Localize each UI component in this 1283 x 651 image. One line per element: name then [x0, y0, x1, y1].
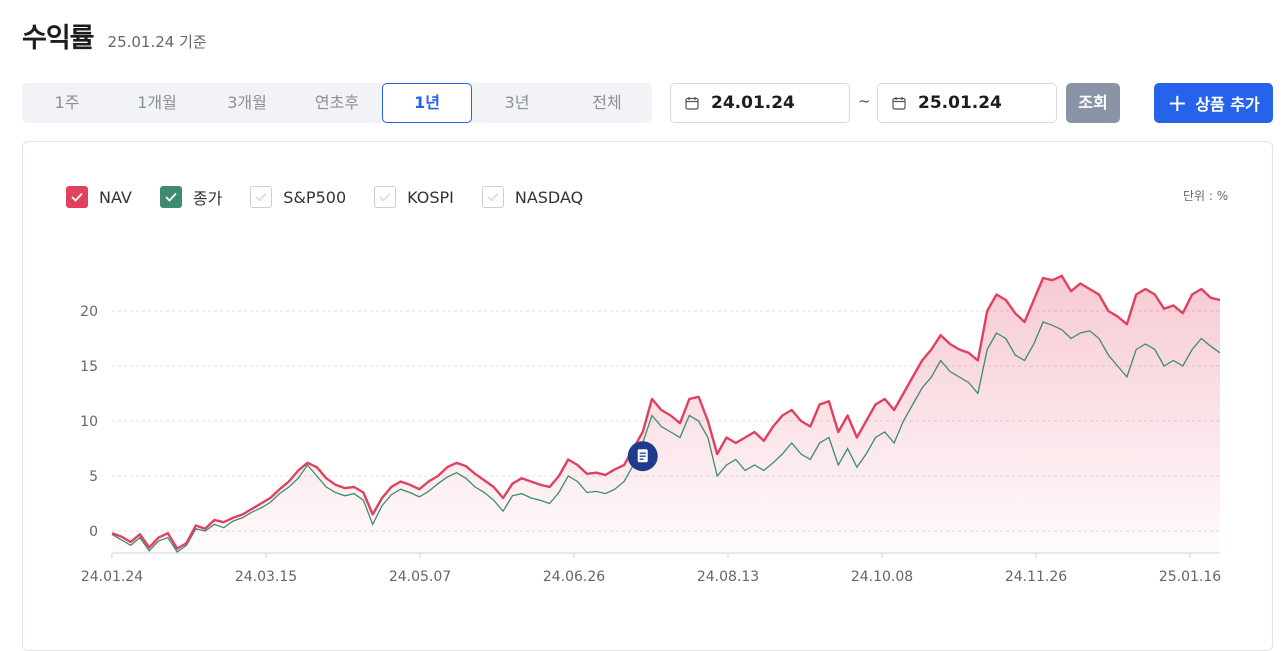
x-tick-label: 24.03.15	[235, 569, 297, 585]
checkbox-checked-icon[interactable]	[66, 186, 88, 208]
tab-ytd[interactable]: 연초후	[314, 93, 360, 112]
query-button[interactable]: 조회	[1066, 83, 1120, 123]
end-date-field[interactable]: 25.01.24	[877, 83, 1057, 123]
date-separator: ~	[858, 92, 871, 110]
legend-label: KOSPI	[407, 187, 454, 207]
y-tick-label: 10	[80, 414, 98, 430]
chart-legend: NAV 종가 S&P500 KOSPI NASDAQ	[66, 185, 611, 209]
page-header: 수익률 25.01.24 기준	[22, 16, 207, 55]
legend-item-nasdaq[interactable]: NASDAQ	[481, 186, 584, 208]
y-tick-label: 20	[80, 304, 98, 320]
plus-icon: +	[1167, 89, 1188, 117]
x-tick-label: 24.08.13	[697, 569, 759, 585]
tab-1y[interactable]: 1년	[382, 83, 472, 123]
legend-label: S&P500	[283, 187, 347, 207]
x-tick-label: 24.05.07	[389, 569, 451, 585]
as-of-date: 25.01.24 기준	[107, 33, 207, 51]
y-tick-label: 15	[80, 359, 98, 375]
legend-label: NAV	[99, 187, 132, 207]
legend-item-sp500[interactable]: S&P500	[250, 186, 346, 208]
page-title: 수익률	[22, 23, 95, 54]
tab-3m[interactable]: 3개월	[227, 93, 267, 112]
tab-1m[interactable]: 1개월	[137, 93, 177, 112]
x-tick-label: 25.01.16	[1159, 569, 1221, 585]
return-chart: 0 5 10 15 20 24.01.24 24.03.15 24.05.07 24.06.26…	[80, 274, 1221, 585]
checkbox-unchecked-icon[interactable]	[250, 186, 273, 208]
calendar-icon	[892, 97, 906, 110]
add-product-button[interactable]: + 상품 추가	[1154, 83, 1273, 123]
calendar-icon	[685, 97, 699, 110]
tab-all[interactable]: 전체	[592, 93, 622, 112]
x-tick-label: 24.10.08	[851, 569, 913, 585]
legend-item-close[interactable]: 종가	[159, 185, 223, 209]
y-tick-label: 5	[89, 469, 98, 485]
tab-1w[interactable]: 1주	[54, 93, 80, 112]
y-tick-label: 0	[89, 524, 98, 540]
add-product-label: 상품 추가	[1195, 95, 1260, 114]
period-tabs: 1주 1개월 3개월 연초후 1년 3년 전체	[22, 83, 652, 123]
end-date-value: 25.01.24	[918, 93, 1002, 113]
legend-label: NASDAQ	[514, 187, 584, 207]
checkbox-unchecked-icon[interactable]	[481, 186, 504, 208]
x-tick-label: 24.01.24	[81, 569, 143, 585]
start-date-value: 24.01.24	[711, 93, 795, 113]
x-tick-label: 24.06.26	[543, 569, 605, 585]
tab-3y[interactable]: 3년	[504, 93, 530, 112]
legend-item-kospi[interactable]: KOSPI	[374, 186, 454, 208]
checkbox-checked-icon[interactable]	[159, 186, 182, 208]
legend-item-nav[interactable]: NAV	[66, 186, 132, 208]
start-date-field[interactable]: 24.01.24	[670, 83, 850, 123]
checkbox-unchecked-icon[interactable]	[374, 186, 397, 208]
series-nav-line	[111, 274, 1221, 550]
legend-label: 종가	[192, 189, 223, 208]
unit-label: 단위 : %	[1183, 189, 1229, 203]
x-tick-label: 24.11.26	[1005, 569, 1067, 585]
series-close-line	[111, 321, 1221, 553]
nav-area	[112, 275, 1220, 553]
